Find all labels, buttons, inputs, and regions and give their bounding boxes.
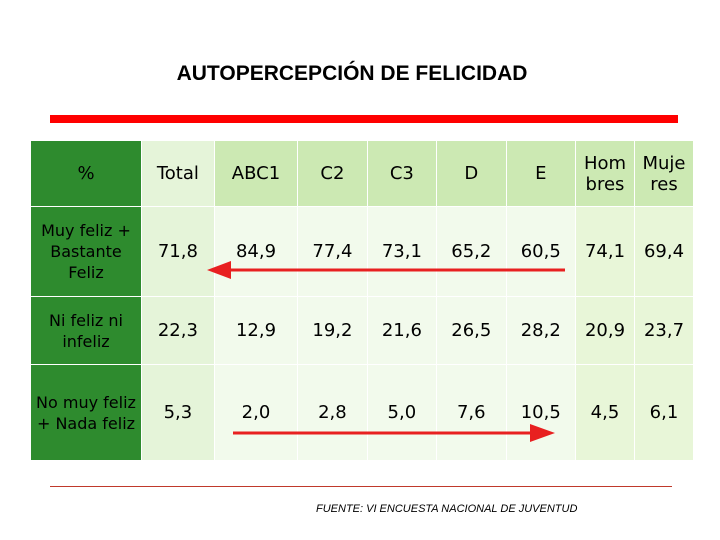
column-header-abc1: ABC1 — [213, 140, 299, 207]
table-cell: 12,9 — [213, 296, 299, 365]
table-cell: 5,3 — [141, 364, 215, 461]
table-cell: 7,6 — [436, 364, 507, 461]
right-arrow-icon — [233, 424, 555, 442]
row-label: Muy feliz + Bastante Feliz — [30, 206, 142, 297]
table-cell: 28,2 — [505, 296, 577, 365]
left-arrow-icon — [207, 261, 565, 279]
table-cell: 23,7 — [634, 296, 694, 365]
table-cell: 20,9 — [575, 296, 635, 365]
row-label: Ni feliz ni infeliz — [30, 296, 142, 365]
table-row: Ni feliz ni infeliz 22,3 12,9 19,2 21,6 … — [30, 296, 694, 365]
column-header-total: Total — [141, 140, 215, 207]
page-title: AUTOPERCEPCIÓN DE FELICIDAD — [176, 62, 528, 85]
table-cell: 84,9 — [213, 206, 299, 297]
column-header-c2: C2 — [297, 140, 368, 207]
footer-divider — [50, 486, 672, 487]
table-cell: 2,8 — [297, 364, 368, 461]
happiness-table: % Total ABC1 C2 C3 D E Hom bres Muje res… — [30, 140, 694, 461]
title-underline-bar — [50, 115, 678, 123]
table-cell: 26,5 — [436, 296, 507, 365]
table-header-row: % Total ABC1 C2 C3 D E Hom bres Muje res — [30, 140, 694, 207]
column-header-c3: C3 — [366, 140, 438, 207]
table-cell: 19,2 — [297, 296, 368, 365]
table-cell: 10,5 — [505, 364, 577, 461]
corner-cell: % — [30, 140, 142, 207]
table-cell: 77,4 — [297, 206, 368, 297]
table-cell: 5,0 — [366, 364, 438, 461]
column-header-hombres: Hom bres — [575, 140, 635, 207]
table-cell: 2,0 — [213, 364, 299, 461]
column-header-e: E — [505, 140, 577, 207]
row-label: No muy feliz + Nada feliz — [30, 364, 142, 461]
table-row: No muy feliz + Nada feliz 5,3 2,0 2,8 5,… — [30, 364, 694, 461]
table-cell: 60,5 — [505, 206, 577, 297]
table-cell: 22,3 — [141, 296, 215, 365]
table-cell: 4,5 — [575, 364, 635, 461]
column-header-mujeres: Muje res — [634, 140, 694, 207]
column-header-d: D — [436, 140, 507, 207]
table-cell: 69,4 — [634, 206, 694, 297]
table-cell: 65,2 — [436, 206, 507, 297]
table-row: Muy feliz + Bastante Feliz 71,8 84,9 77,… — [30, 206, 694, 297]
table-cell: 71,8 — [141, 206, 215, 297]
table-cell: 21,6 — [366, 296, 438, 365]
source-note: FUENTE: VI ENCUESTA NACIONAL DE JUVENTUD — [316, 503, 578, 515]
table-cell: 73,1 — [366, 206, 438, 297]
table-cell: 6,1 — [634, 364, 694, 461]
table-cell: 74,1 — [575, 206, 635, 297]
